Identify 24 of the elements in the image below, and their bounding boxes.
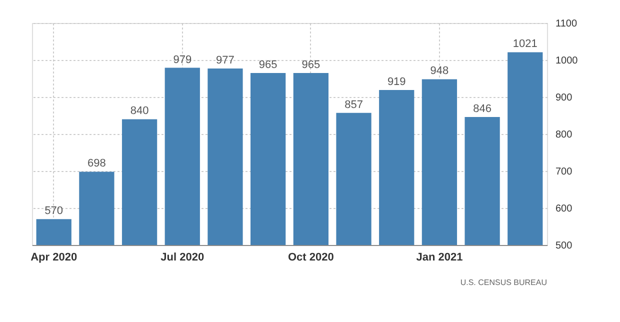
x-tick-label: Apr 2020	[30, 252, 78, 264]
data-label: 840	[130, 105, 149, 118]
data-label: 979	[173, 54, 192, 66]
data-label: 948	[430, 65, 449, 78]
x-tick-label: Jan 2021	[416, 252, 463, 264]
data-label: 919	[387, 76, 406, 88]
data-label: 846	[473, 102, 492, 115]
data-label: 857	[344, 98, 363, 111]
x-tick-label: Jul 2020	[160, 252, 204, 264]
y-tick-label: 900	[556, 92, 573, 104]
data-label: 570	[44, 205, 64, 218]
y-tick-label: 1100	[556, 18, 578, 30]
y-tick-label: 1000	[556, 56, 578, 66]
y-tick-label: 800	[556, 130, 573, 140]
data-label: 977	[216, 54, 234, 67]
y-tick-label: 700	[556, 166, 573, 178]
data-label: 1021	[512, 38, 538, 50]
data-label: 698	[88, 158, 106, 170]
data-label: 965	[258, 58, 278, 71]
y-tick-label: 500	[556, 240, 573, 252]
text: U.S. CENSUS BUREAU	[460, 278, 548, 287]
y-tick-label: 600	[556, 204, 573, 214]
data-label: 965	[302, 58, 320, 71]
x-tick-label: Oct 2020	[288, 252, 334, 264]
